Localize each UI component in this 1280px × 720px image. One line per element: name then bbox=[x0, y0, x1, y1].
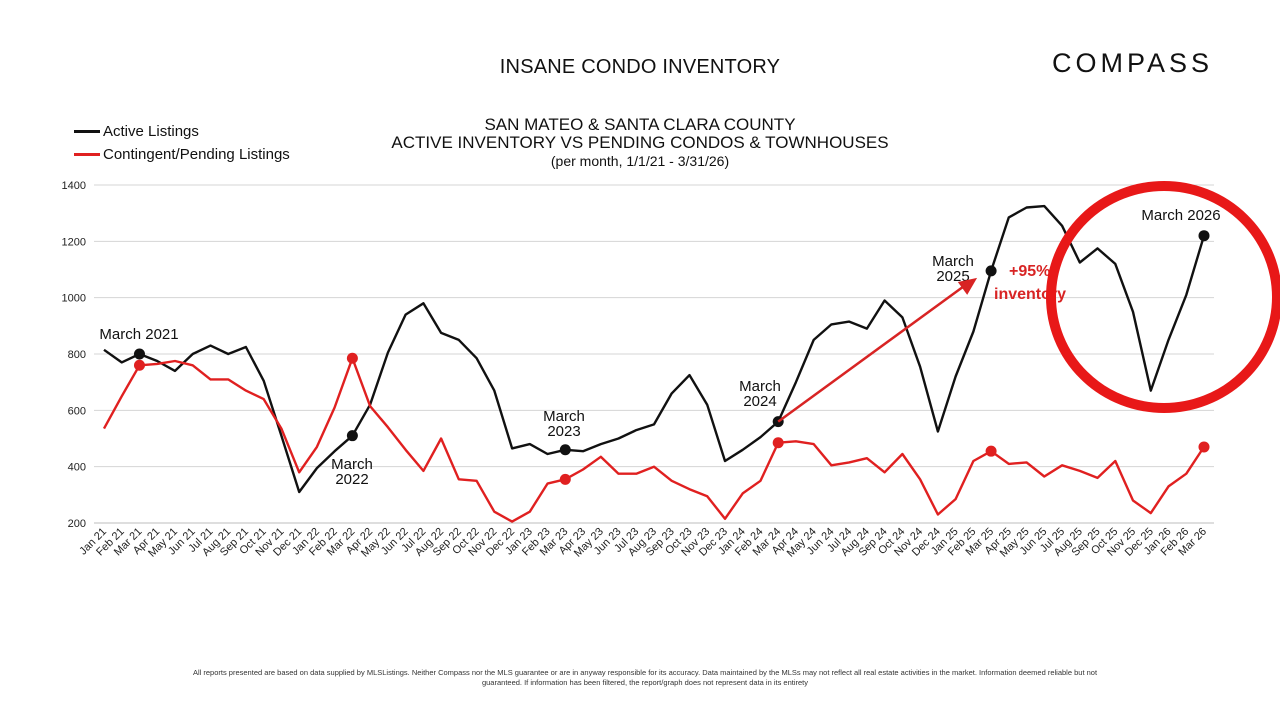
y-tick-label: 600 bbox=[68, 405, 86, 417]
y-tick-label: 400 bbox=[68, 462, 86, 474]
legend-item-pending: Contingent/Pending Listings bbox=[74, 143, 290, 166]
annotation-label: March 2021 bbox=[99, 326, 178, 343]
chart-subtitle: (per month, 1/1/21 - 3/31/26) bbox=[550, 153, 730, 169]
annotation-label: March bbox=[331, 456, 373, 473]
active-march-point bbox=[1198, 230, 1210, 242]
y-tick-label: 800 bbox=[68, 349, 86, 361]
annotation-label: 2022 bbox=[335, 471, 368, 488]
annotation-label: March bbox=[932, 253, 974, 270]
annotation-label: 2023 bbox=[547, 423, 580, 440]
disclaimer-line-2: guaranteed. If information has been filt… bbox=[481, 678, 809, 687]
chart-title-line-2: ACTIVE INVENTORY VS PENDING CONDOS & TOW… bbox=[391, 133, 889, 152]
growth-arrow-line bbox=[777, 282, 968, 423]
legend-swatch-pending bbox=[74, 153, 100, 156]
annotation-label: March bbox=[739, 378, 781, 395]
annotation-label: March bbox=[543, 408, 585, 425]
compass-logo: COMPASS bbox=[1052, 48, 1214, 78]
growth-arrow-head bbox=[957, 277, 978, 295]
pending-listings-line bbox=[102, 357, 1206, 523]
pending-march-point bbox=[985, 445, 997, 457]
chart-legend: Active Listings Contingent/Pending Listi… bbox=[74, 120, 290, 166]
callout-percent: +95% bbox=[1009, 263, 1050, 280]
y-tick-label: 200 bbox=[68, 518, 86, 530]
active-march-point bbox=[559, 444, 571, 456]
legend-label-active: Active Listings bbox=[103, 123, 199, 140]
y-tick-label: 1400 bbox=[62, 180, 86, 192]
pending-march-point bbox=[346, 352, 358, 364]
active-listings-line bbox=[103, 204, 1206, 494]
legend-label-pending: Contingent/Pending Listings bbox=[103, 146, 290, 163]
pending-march-point bbox=[772, 437, 784, 449]
page-title: INSANE CONDO INVENTORY bbox=[499, 56, 781, 78]
annotation-label: March 2026 bbox=[1141, 207, 1220, 224]
annotation-label: 2025 bbox=[936, 268, 969, 285]
active-march-point bbox=[985, 265, 997, 277]
y-tick-label: 1000 bbox=[62, 293, 86, 305]
legend-swatch-active bbox=[74, 130, 100, 133]
highlight-circle bbox=[1046, 181, 1280, 413]
legend-item-active: Active Listings bbox=[74, 120, 290, 143]
annotation-label: 2024 bbox=[743, 393, 776, 410]
y-tick-label: 1200 bbox=[62, 236, 86, 248]
disclaimer-line-1: All reports presented are based on data … bbox=[192, 668, 1098, 677]
active-march-point bbox=[133, 348, 145, 360]
chart-title-line-1: SAN MATEO & SANTA CLARA COUNTY bbox=[484, 115, 796, 134]
disclaimer: All reports presented are based on data … bbox=[90, 668, 1200, 688]
pending-march-point bbox=[1198, 441, 1210, 453]
pending-march-point bbox=[133, 359, 145, 371]
active-march-point bbox=[346, 430, 358, 442]
pending-march-point bbox=[559, 473, 571, 485]
